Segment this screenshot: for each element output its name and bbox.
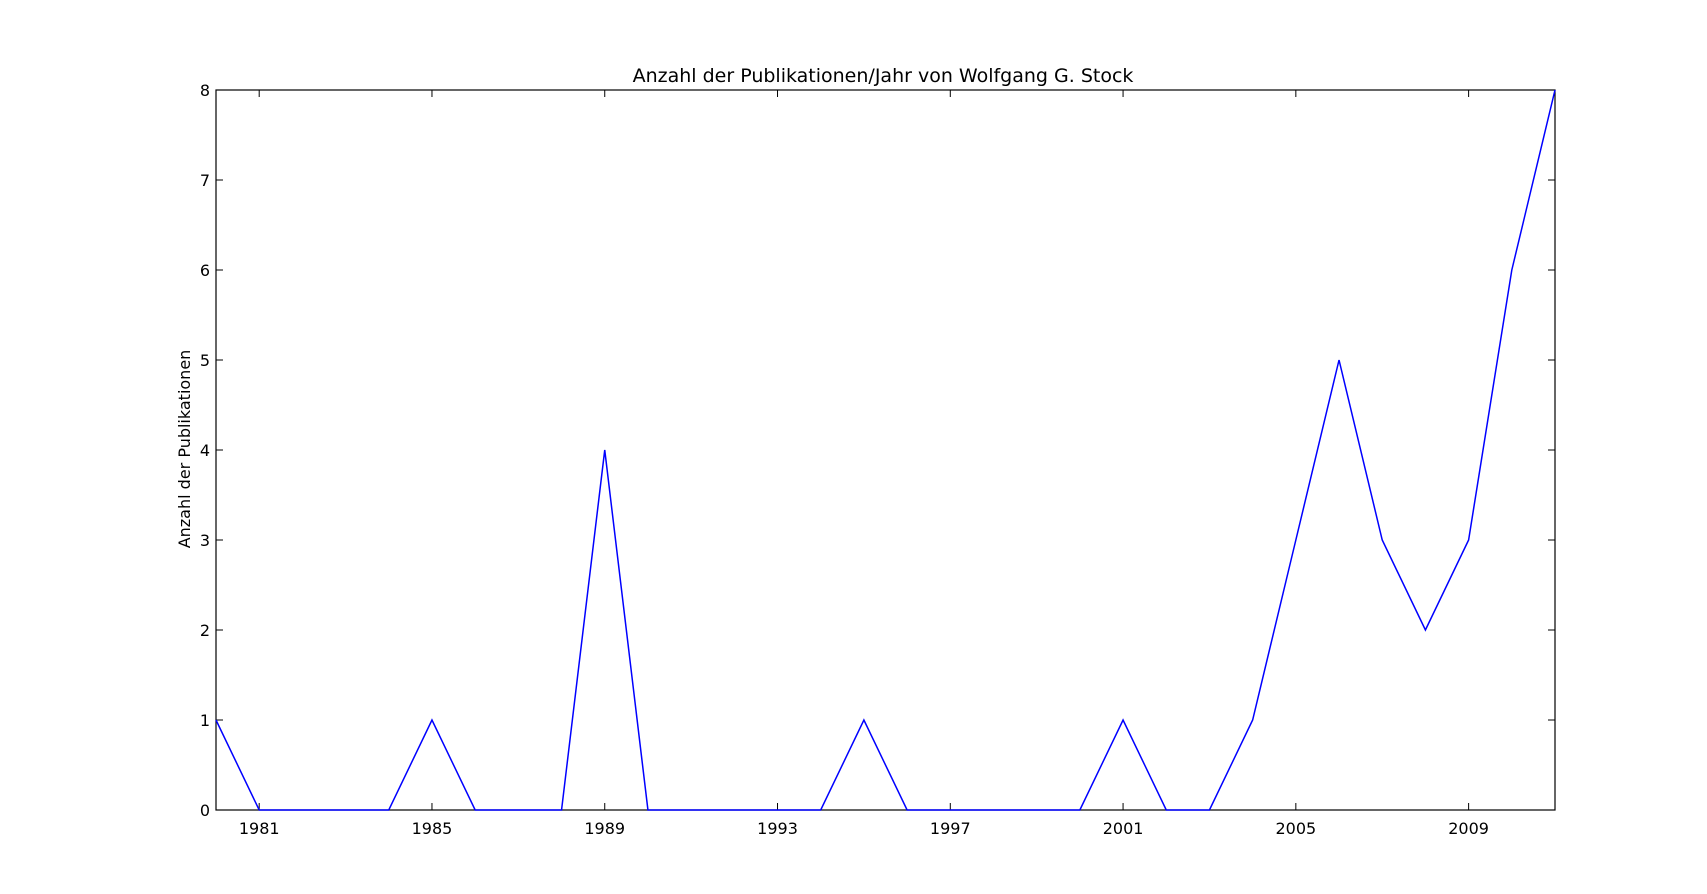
y-tick-label: 6 (200, 261, 210, 280)
y-tick-label: 1 (200, 711, 210, 730)
plot-area: 1981 1985 1989 1993 1997 2001 2005 2009 0 1 2 3 4 5 6 7… (200, 81, 1556, 838)
x-tick-label: 1989 (584, 819, 625, 838)
y-tick-label: 3 (200, 531, 210, 550)
x-tick-label: 1985 (412, 819, 453, 838)
x-tick-label: 2009 (1448, 819, 1489, 838)
y-tick-label: 8 (200, 81, 210, 100)
y-tick-label: 0 (200, 801, 210, 820)
x-tick-label: 1997 (930, 819, 971, 838)
x-tick-label: 1981 (239, 819, 280, 838)
x-tick-label: 2001 (1103, 819, 1144, 838)
y-tick-label: 7 (200, 171, 210, 190)
plot-frame (215, 89, 1556, 811)
y-tick-label: 2 (200, 621, 210, 640)
x-tick-label: 2005 (1275, 819, 1316, 838)
y-tick-label: 4 (200, 441, 210, 460)
chart-title: Anzahl der Publikationen/Jahr von Wolfga… (633, 65, 1134, 87)
series-line (215, 89, 1556, 811)
y-tick-label: 5 (200, 351, 210, 370)
y-axis-label: Anzahl der Publikationen (175, 350, 194, 549)
x-tick-label: 1993 (757, 819, 798, 838)
